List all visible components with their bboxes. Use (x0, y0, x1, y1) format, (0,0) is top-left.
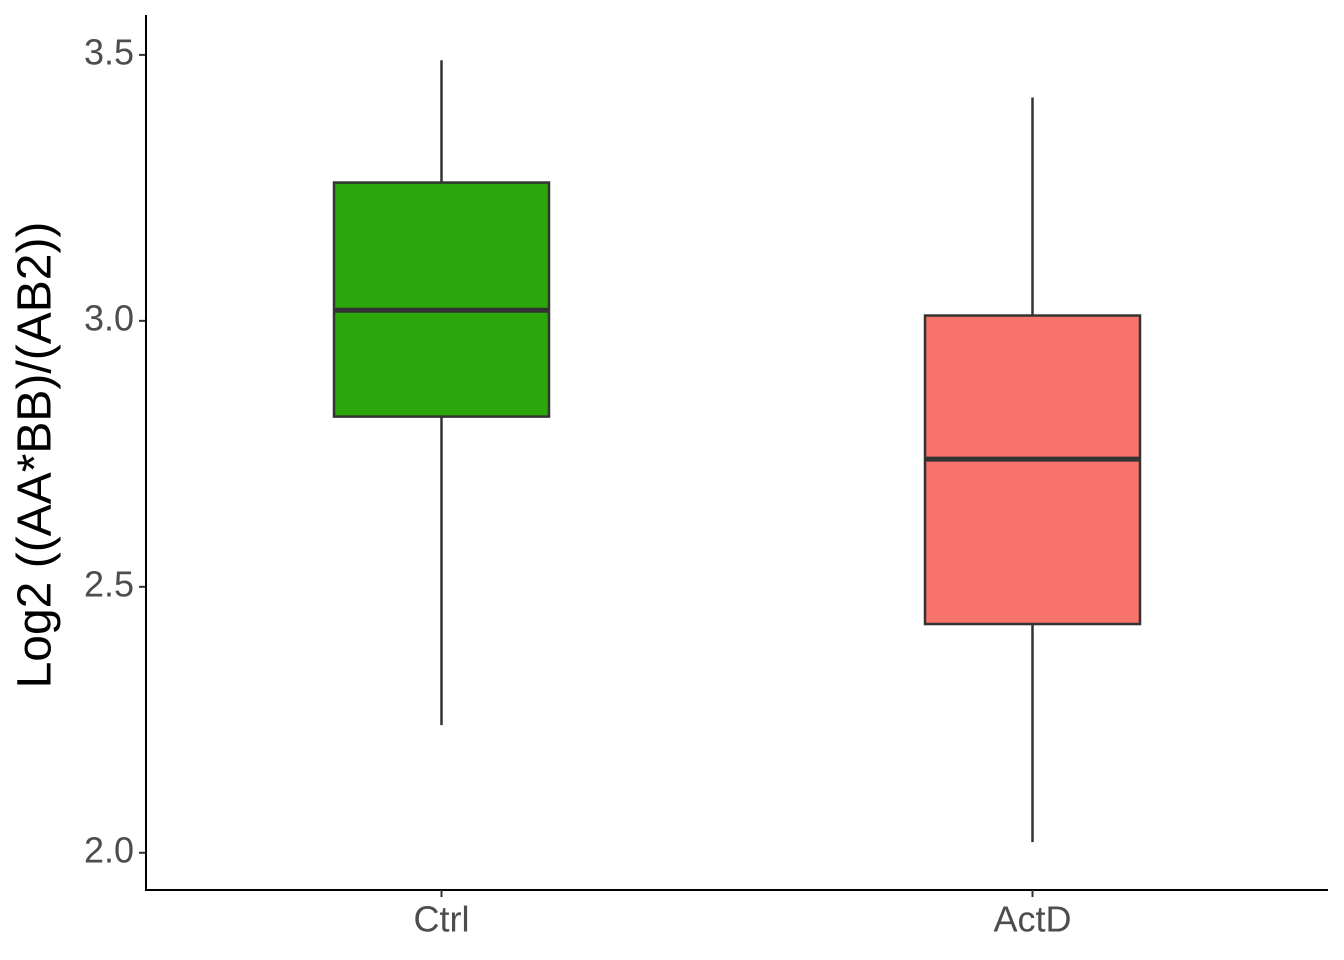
y-tick-label: 2.5 (84, 563, 134, 604)
y-tick-label: 3.0 (84, 297, 134, 338)
y-tick-label: 3.5 (84, 31, 134, 72)
y-axis-label: Log2 ((AA*BB)/(AB2)) (9, 222, 62, 689)
x-tick-label: ActD (993, 899, 1071, 940)
box (332, 181, 551, 418)
x-tick-label: Ctrl (414, 899, 470, 940)
box (923, 314, 1142, 626)
y-tick-label: 2.0 (84, 829, 134, 870)
